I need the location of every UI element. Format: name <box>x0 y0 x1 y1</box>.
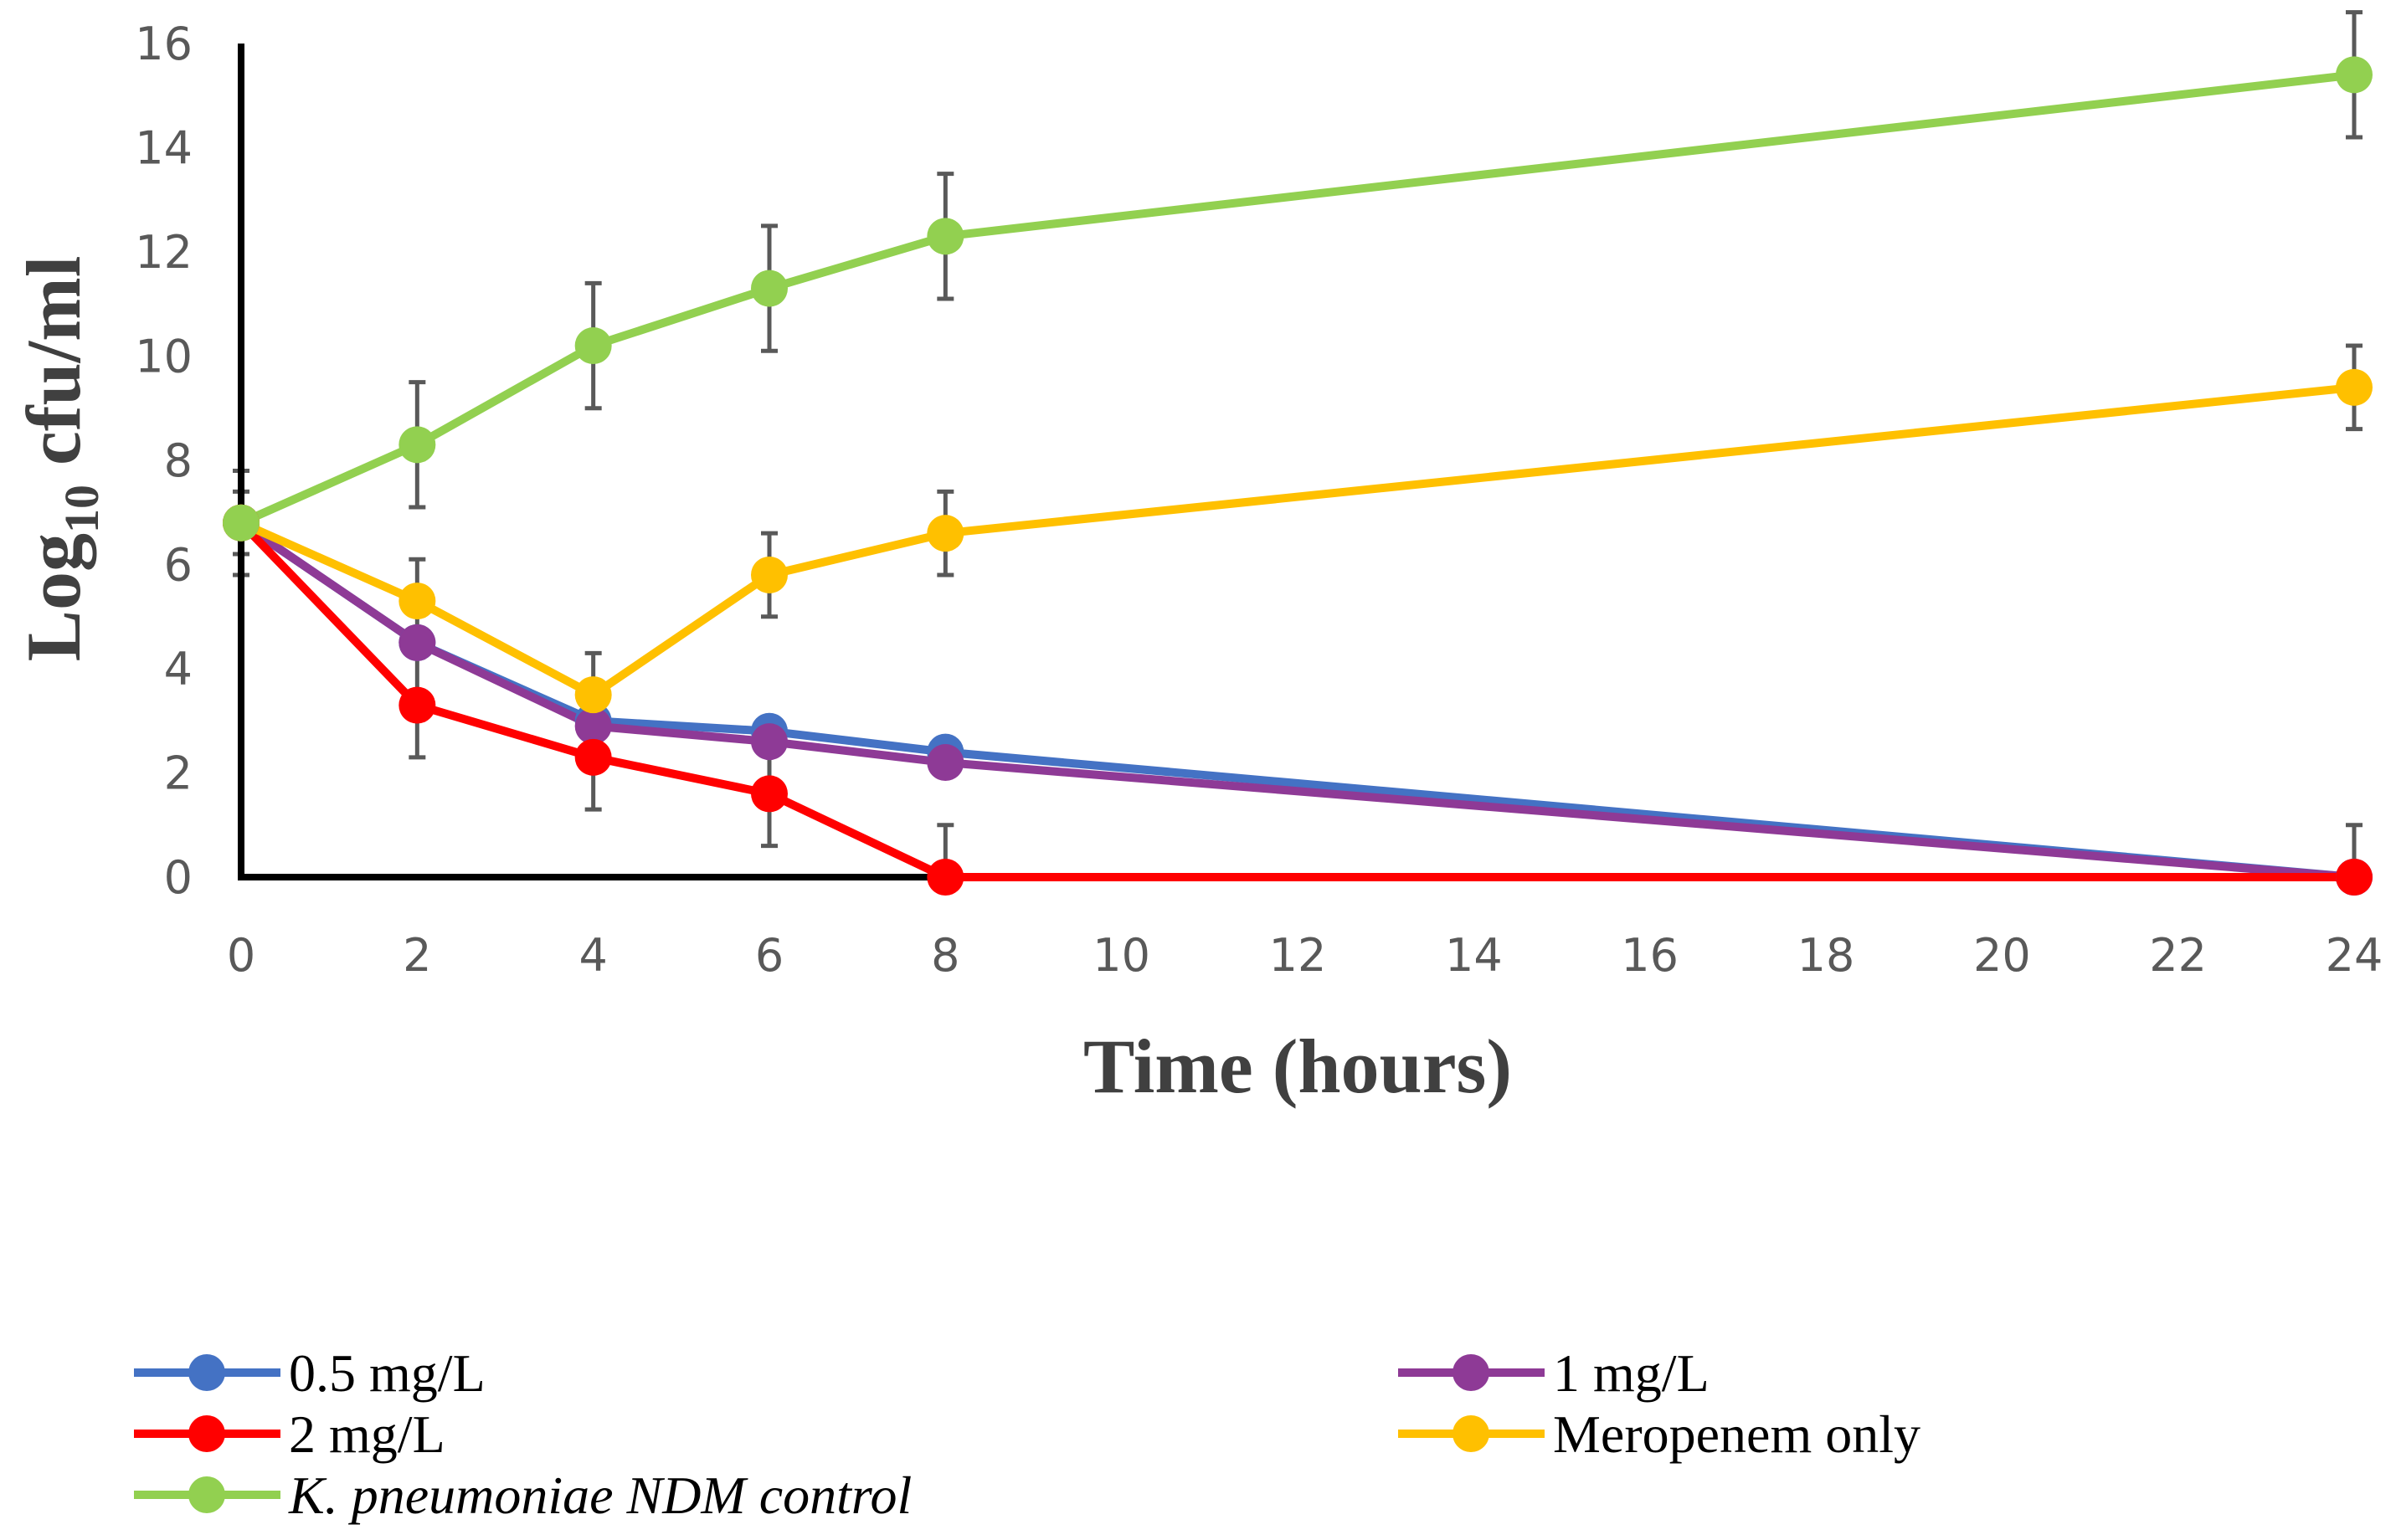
x-tick-label-10: 10 <box>1093 929 1150 982</box>
x-tick-label-14: 14 <box>1445 929 1503 982</box>
x-tick-label-4: 4 <box>578 929 607 982</box>
legend-swatch-marker-k-pneumoniae-ndm-control <box>188 1476 225 1513</box>
x-tick-label-22: 22 <box>2149 929 2207 982</box>
series-line-1-mg-l <box>237 518 2358 881</box>
x-tick-label-16: 16 <box>1621 929 1679 982</box>
y-axis-title-rest: cfu/ml <box>11 256 96 485</box>
y-axis-title: Log10 cfu/ml <box>11 256 109 662</box>
legend-item-0-5-mg-l: 0.5 mg/L <box>134 1343 486 1403</box>
legend-item-1-mg-l: 1 mg/L <box>1398 1343 1710 1403</box>
legend-label-0-5-mg-l: 0.5 mg/L <box>289 1343 486 1403</box>
legend-label-2-mg-l: 2 mg/L <box>289 1404 445 1464</box>
legend-item-meropenem-only: Meropenem only <box>1398 1404 1920 1464</box>
series-line-2-mg-l <box>237 518 2358 881</box>
y-tick-label-10: 10 <box>135 331 193 383</box>
point-2-mg-l-4 <box>574 738 612 776</box>
y-tick-label-0: 0 <box>164 851 193 904</box>
y-axis-title-main: Log <box>11 533 96 661</box>
legend-label-k-pneumoniae-ndm-control: K. pneumoniae NDM control <box>288 1466 912 1525</box>
point-meropenem-only-6 <box>751 556 788 593</box>
x-tick-label-20: 20 <box>1973 929 2031 982</box>
point-meropenem-only-24 <box>2336 368 2373 406</box>
point-1-mg-l-2 <box>398 624 436 661</box>
y-tick-label-16: 16 <box>135 18 193 70</box>
y-tick-label-14: 14 <box>135 122 193 175</box>
point-1-mg-l-8 <box>927 744 964 782</box>
legend-swatch-marker-1-mg-l <box>1453 1354 1489 1391</box>
series-line-meropenem-only <box>237 382 2358 700</box>
point-k-pneumoniae-ndm-control-4 <box>574 327 612 365</box>
point-1-mg-l-4 <box>574 707 612 745</box>
legend-label-1-mg-l: 1 mg/L <box>1553 1343 1710 1403</box>
legend-item-k-pneumoniae-ndm-control: K. pneumoniae NDM control <box>134 1466 912 1525</box>
point-1-mg-l-6 <box>751 723 788 761</box>
legend-swatch-marker-meropenem-only <box>1453 1415 1489 1452</box>
axes <box>238 44 946 880</box>
series-markers <box>223 56 2373 896</box>
series-line-0-5-mg-l <box>237 518 2358 881</box>
y-tick-label-4: 4 <box>164 643 193 696</box>
x-tick-label-8: 8 <box>931 929 959 982</box>
legend-swatch-marker-2-mg-l <box>188 1415 225 1452</box>
point-meropenem-only-2 <box>398 583 436 620</box>
y-tick-label-6: 6 <box>164 539 193 592</box>
y-tick-label-8: 8 <box>164 434 193 487</box>
legend-item-2-mg-l: 2 mg/L <box>134 1404 445 1464</box>
legend: 0.5 mg/L 1 mg/L 2 mg/L Meropenem only K. pne… <box>134 1343 1920 1525</box>
x-tick-label-6: 6 <box>755 929 784 982</box>
x-tick-label-12: 12 <box>1269 929 1327 982</box>
x-tick-label-2: 2 <box>403 929 431 982</box>
point-meropenem-only-4 <box>574 676 612 714</box>
x-tick-label-0: 0 <box>227 929 255 982</box>
x-tick-label-24: 24 <box>2326 929 2383 982</box>
point-2-mg-l-6 <box>751 775 788 813</box>
x-axis-title: Time (hours) <box>1083 1024 1512 1109</box>
point-k-pneumoniae-ndm-control-6 <box>751 270 788 307</box>
legend-label-meropenem-only: Meropenem only <box>1553 1404 1920 1464</box>
x-tick-label-18: 18 <box>1797 929 1855 982</box>
series-line-k-pneumoniae-ndm-control <box>237 70 2358 527</box>
point-k-pneumoniae-ndm-control-8 <box>927 218 964 255</box>
y-tick-label-12: 12 <box>135 226 193 279</box>
point-2-mg-l-24 <box>2336 859 2373 896</box>
point-k-pneumoniae-ndm-control-0 <box>223 504 260 542</box>
y-tick-label-2: 2 <box>164 747 193 800</box>
y-axis-title-subscript: 10 <box>54 485 109 533</box>
point-2-mg-l-2 <box>398 686 436 724</box>
point-k-pneumoniae-ndm-control-2 <box>398 426 436 464</box>
point-2-mg-l-8 <box>927 859 964 896</box>
legend-swatch-marker-0-5-mg-l <box>188 1354 225 1391</box>
series-lines <box>237 70 2358 881</box>
point-meropenem-only-8 <box>927 515 964 552</box>
point-k-pneumoniae-ndm-control-24 <box>2336 56 2373 94</box>
